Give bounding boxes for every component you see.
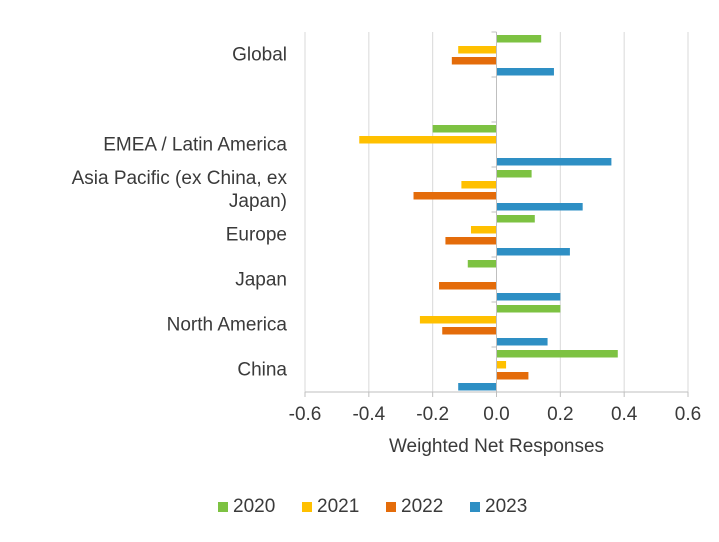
legend-label-2023: 2023 (485, 496, 527, 517)
category-label: Global (232, 45, 287, 66)
category-axis: Global EMEA / Latin America Asia Pacific (… (72, 31, 497, 393)
bar-2022-japan (439, 282, 497, 290)
bar-2023-europe (496, 248, 570, 256)
x-axis-title: Weighted Net Responses (389, 436, 604, 457)
bar-2020-north-america (496, 305, 561, 313)
tick-label: 0.2 (547, 404, 573, 425)
bar-2023-japan (496, 293, 561, 301)
tick-label: -0.4 (352, 404, 385, 425)
legend-swatch-2021 (302, 502, 312, 512)
bar-2020-china (496, 350, 618, 358)
bar-2023-emea-latin-america (496, 158, 612, 166)
tick-label: 0.6 (675, 404, 701, 425)
category-label: Europe (226, 225, 287, 246)
bar-2021-china (496, 361, 507, 369)
legend-swatch-2020 (218, 502, 228, 512)
tick-label: 0.4 (611, 404, 638, 425)
category-label: EMEA / Latin America (103, 135, 287, 156)
bar-2021-europe (470, 226, 497, 234)
bar-2020-japan (467, 260, 497, 268)
category-label: Japan) (229, 191, 287, 212)
bar-2023-north-america (496, 338, 548, 346)
bar-2022-global (451, 57, 497, 65)
category-label: Japan (235, 270, 287, 291)
category-label: North America (167, 315, 288, 336)
legend: 2020 2021 2022 2023 (218, 496, 527, 517)
bar-2023-asia-pacific-ex-china-ex-japan- (496, 203, 583, 211)
legend-swatch-2023 (470, 502, 480, 512)
bar-2021-emea-latin-america (359, 136, 497, 144)
tick-label: -0.2 (416, 404, 449, 425)
bar-2022-north-america (442, 327, 497, 335)
bar-2021-north-america (419, 316, 497, 324)
bar-2022-asia-pacific-ex-china-ex-japan- (413, 192, 497, 200)
legend-label-2021: 2021 (317, 496, 359, 517)
bars (359, 35, 618, 391)
bar-2020-asia-pacific-ex-china-ex-japan- (496, 170, 532, 178)
grid (304, 32, 689, 392)
category-label: China (237, 360, 287, 381)
bar-2021-asia-pacific-ex-china-ex-japan- (461, 181, 497, 189)
bar-2022-china (496, 372, 529, 380)
tick-label: 0.0 (483, 404, 509, 425)
bar-2020-emea-latin-america (432, 125, 497, 133)
bar-2020-global (496, 35, 542, 43)
legend-label-2022: 2022 (401, 496, 443, 517)
legend-label-2020: 2020 (233, 496, 275, 517)
bar-2020-europe (496, 215, 535, 223)
bar-2021-global (458, 46, 497, 54)
bar-2023-china (458, 383, 497, 391)
tick-label: -0.6 (289, 404, 322, 425)
category-label: Asia Pacific (ex China, ex (72, 168, 288, 189)
bar-2022-europe (445, 237, 497, 245)
legend-swatch-2022 (386, 502, 396, 512)
value-axis: -0.6 -0.4 -0.2 0.0 0.2 0.4 0.6 (289, 391, 701, 425)
bar-2023-global (496, 68, 554, 76)
